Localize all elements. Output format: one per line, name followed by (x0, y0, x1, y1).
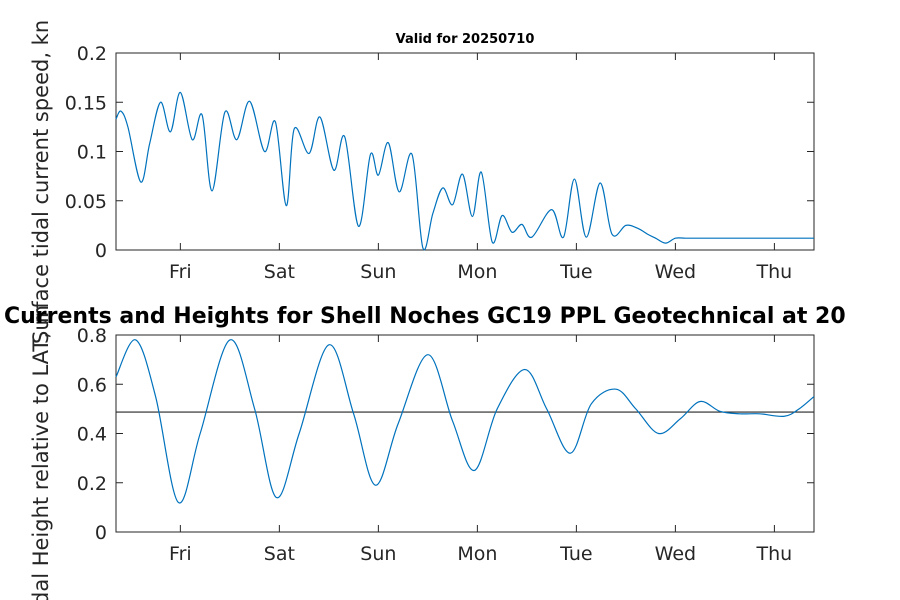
plot-area (115, 52, 815, 251)
x-tick-label: Fri (169, 261, 192, 283)
x-tick-label: Wed (655, 543, 696, 565)
y-tick-label: 0.6 (77, 374, 107, 396)
x-tick-label: Tue (559, 543, 592, 565)
x-tick-label: Tue (559, 261, 592, 283)
x-tick-label: Fri (169, 543, 192, 565)
y-tick-label: 0.2 (77, 43, 107, 65)
x-tick-label: Sat (264, 543, 295, 565)
x-tick-label: Sun (360, 261, 396, 283)
plot-area (115, 334, 815, 533)
y-tick-label: 0.4 (77, 424, 107, 446)
y-tick-label: 0 (95, 240, 107, 262)
series-line (115, 339, 815, 504)
y-tick-label: 0.05 (65, 191, 107, 213)
tick-marks (116, 334, 814, 533)
x-tick-label: Sat (264, 261, 295, 283)
y-tick-label: 0.15 (65, 92, 107, 114)
series-line (115, 91, 814, 251)
x-tick-label: Sun (360, 543, 396, 565)
y-tick-label: 0.1 (77, 142, 107, 164)
x-tick-label: Thu (756, 261, 793, 283)
x-tick-label: Wed (655, 261, 696, 283)
tidal-height-panel: 0 0.2 0.4 0.6 0.8 Fri Sat Sun Mon Tue Wed Thu Tida… (4, 304, 846, 600)
y-axis-label: Tidal Height relative to LAT, m (29, 305, 53, 600)
y-axis-label: Surface tidal current speed, kn (29, 20, 53, 344)
y-tick-label: 0.2 (77, 473, 107, 495)
x-tick-labels: Fri Sat Sun Mon Tue Wed Thu (169, 543, 792, 565)
chart-title: Valid for 20250710 (396, 32, 535, 47)
x-tick-label: Mon (457, 261, 497, 283)
y-tick-label: 0 (95, 522, 107, 544)
y-tick-labels: 0 0.05 0.1 0.15 0.2 (65, 43, 107, 262)
current-speed-panel: 0 0.05 0.1 0.15 0.2 Fri Sat Sun Mon Tue Wed Thu Va… (29, 20, 815, 344)
x-tick-label: Thu (756, 543, 793, 565)
y-tick-labels: 0 0.2 0.4 0.6 0.8 (77, 325, 107, 544)
x-tick-labels: Fri Sat Sun Mon Tue Wed Thu (169, 261, 792, 283)
y-tick-label: 0.8 (77, 325, 107, 347)
chart-title: Currents and Heights for Shell Noches GC… (4, 304, 846, 329)
tick-marks (116, 52, 814, 251)
x-tick-label: Mon (457, 543, 497, 565)
